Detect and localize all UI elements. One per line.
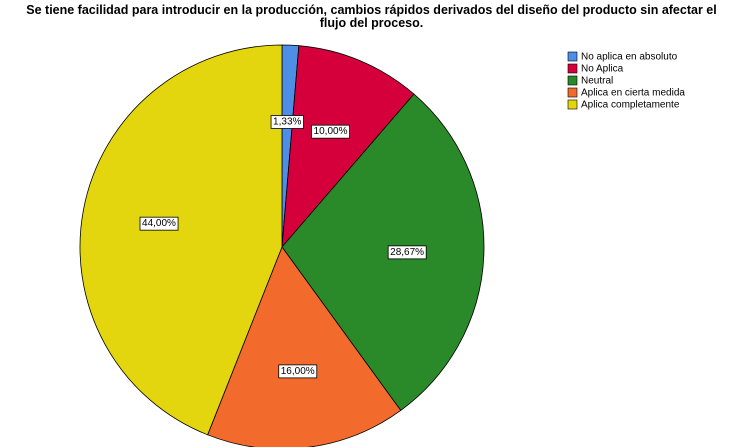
legend-swatch xyxy=(567,75,578,86)
data-label: 28,67% xyxy=(390,247,424,258)
legend-label: No Aplica xyxy=(581,64,624,75)
label-box xyxy=(139,216,179,231)
legend-label: Aplica completamente xyxy=(581,100,680,111)
label-box xyxy=(311,124,350,139)
pie-slice xyxy=(207,246,402,447)
data-label: 16,00% xyxy=(281,366,315,377)
legend-label: Aplica en cierta medida xyxy=(581,88,685,99)
label-box xyxy=(278,364,318,379)
data-label: 1,33% xyxy=(273,117,301,128)
legend-swatch xyxy=(567,63,578,74)
pie-slice xyxy=(79,44,283,436)
legend-label: Neutral xyxy=(581,76,613,87)
legend-label: No aplica en absoluto xyxy=(581,52,678,63)
chart-title: Se tiene facilidad para introducir en la… xyxy=(26,3,717,30)
label-box xyxy=(387,245,427,260)
label-box xyxy=(270,115,304,129)
legend-swatch xyxy=(567,51,578,62)
data-label: 44,00% xyxy=(142,218,176,229)
legend-swatch xyxy=(567,87,578,98)
legend-swatch xyxy=(567,99,578,110)
pie-slice xyxy=(281,45,415,249)
data-label: 10,00% xyxy=(314,126,348,137)
pie-slice xyxy=(281,93,485,411)
